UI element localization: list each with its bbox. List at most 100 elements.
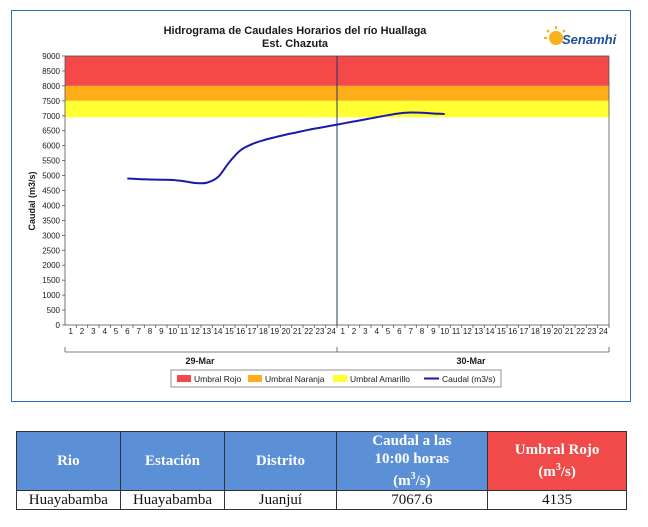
x-tick-label: 6 bbox=[397, 327, 402, 336]
header-rio: Rio bbox=[16, 431, 121, 491]
y-tick-label: 1000 bbox=[42, 291, 60, 300]
legend-item-caudal: Caudal (m3/s) bbox=[424, 374, 496, 384]
y-tick-label: 9000 bbox=[42, 52, 60, 61]
x-tick-label: 21 bbox=[293, 327, 302, 336]
x-tick-label: 7 bbox=[136, 327, 141, 336]
x-tick-label: 10 bbox=[168, 327, 177, 336]
cell-rio: Huayabamba bbox=[16, 490, 121, 510]
x-tick-label: 14 bbox=[486, 327, 495, 336]
x-tick-label: 15 bbox=[225, 327, 234, 336]
y-tick-label: 500 bbox=[47, 306, 61, 315]
y-tick-label: 2500 bbox=[42, 246, 60, 255]
x-tick-label: 13 bbox=[202, 327, 211, 336]
x-tick-label: 18 bbox=[531, 327, 540, 336]
x-tick-label: 7 bbox=[408, 327, 413, 336]
x-tick-label: 11 bbox=[180, 327, 189, 336]
x-tick-label: 2 bbox=[80, 327, 85, 336]
x-tick-label: 12 bbox=[463, 327, 472, 336]
cell-distrito: Juanjuí bbox=[224, 490, 337, 510]
caudal-line bbox=[127, 111, 445, 185]
x-tick-label: 22 bbox=[576, 327, 585, 336]
header-umbral-rojo: Umbral Rojo (m3/s) bbox=[487, 431, 627, 491]
date-label-day1: 29-Mar bbox=[185, 356, 215, 366]
hydrograph-chart: Hidrograma de Caudales Horarios del río … bbox=[27, 25, 617, 388]
x-tick-label: 1 bbox=[68, 327, 73, 336]
logo-text: Senamhi bbox=[562, 32, 617, 47]
svg-text:Umbral Rojo: Umbral Rojo bbox=[194, 374, 242, 384]
svg-text:Umbral Naranja: Umbral Naranja bbox=[265, 374, 325, 384]
cell-estacion: Huayabamba bbox=[119, 490, 226, 510]
x-tick-label: 20 bbox=[282, 327, 291, 336]
y-tick-label: 8500 bbox=[42, 67, 60, 76]
x-tick-label: 8 bbox=[420, 327, 425, 336]
y-tick-label: 2000 bbox=[42, 261, 60, 270]
legend-item-amarillo: Umbral Amarillo bbox=[333, 374, 410, 384]
x-tick-label: 23 bbox=[316, 327, 325, 336]
x-tick-label: 9 bbox=[159, 327, 164, 336]
y-tick-label: 6000 bbox=[42, 142, 60, 151]
x-tick-label: 24 bbox=[327, 327, 336, 336]
x-tick-label: 11 bbox=[452, 327, 461, 336]
x-tick-label: 18 bbox=[259, 327, 268, 336]
x-tick-label: 13 bbox=[474, 327, 483, 336]
table-header-row: Rio Estación Distrito Caudal a las 10:00… bbox=[16, 431, 627, 491]
y-axis-title: Caudal (m3/s) bbox=[27, 171, 37, 230]
x-tick-label: 8 bbox=[148, 327, 153, 336]
x-tick-label: 16 bbox=[236, 327, 245, 336]
x-tick-label: 3 bbox=[363, 327, 368, 336]
y-tick-label: 7500 bbox=[42, 97, 60, 106]
y-tick-label: 4000 bbox=[42, 201, 60, 210]
header-caudal: Caudal a las 10:00 horas (m3/s) bbox=[335, 431, 489, 491]
x-tick-label: 19 bbox=[542, 327, 551, 336]
sun-logo-icon bbox=[544, 26, 566, 45]
station-table: Rio Estación Distrito Caudal a las 10:00… bbox=[16, 431, 627, 510]
y-tick-label: 7000 bbox=[42, 112, 60, 121]
x-tick-label: 15 bbox=[497, 327, 506, 336]
y-tick-label: 4500 bbox=[42, 187, 60, 196]
chart-legend: Umbral Rojo Umbral Naranja Umbral Amaril… bbox=[170, 369, 502, 388]
x-tick-label: 3 bbox=[91, 327, 96, 336]
y-tick-label: 0 bbox=[56, 321, 61, 330]
x-tick-label: 23 bbox=[588, 327, 597, 336]
y-tick-label: 5500 bbox=[42, 157, 60, 166]
x-tick-label: 5 bbox=[386, 327, 391, 336]
cell-umbral: 4135 bbox=[487, 490, 627, 510]
x-tick-label: 12 bbox=[191, 327, 200, 336]
x-tick-label: 9 bbox=[431, 327, 436, 336]
svg-text:Caudal (m3/s): Caudal (m3/s) bbox=[442, 374, 496, 384]
legend-item-rojo: Umbral Rojo bbox=[177, 374, 242, 384]
x-tick-label: 10 bbox=[440, 327, 449, 336]
header-estacion: Estación bbox=[119, 431, 226, 491]
y-tick-label: 3000 bbox=[42, 231, 60, 240]
y-tick-label: 3500 bbox=[42, 216, 60, 225]
caudal-series bbox=[127, 111, 445, 185]
chart-title: Hidrograma de Caudales Horarios del río … bbox=[164, 25, 428, 37]
x-tick-label: 1 bbox=[340, 327, 345, 336]
x-tick-label: 17 bbox=[248, 327, 257, 336]
x-tick-label: 22 bbox=[304, 327, 313, 336]
chart-subtitle: Est. Chazuta bbox=[262, 38, 329, 50]
x-tick-label: 4 bbox=[374, 327, 379, 336]
x-tick-label: 24 bbox=[599, 327, 608, 336]
senamhi-logo: Senamhi bbox=[544, 26, 617, 47]
x-tick-label: 17 bbox=[520, 327, 529, 336]
x-tick-label: 21 bbox=[565, 327, 574, 336]
x-tick-label: 6 bbox=[125, 327, 130, 336]
y-axis: 0 500 1000 1500 2000 2500 3000 3500 4000 4500 5000… bbox=[42, 52, 65, 330]
cell-caudal: 7067.6 bbox=[335, 490, 489, 510]
x-tick-label: 16 bbox=[508, 327, 517, 336]
x-tick-label: 4 bbox=[102, 327, 107, 336]
legend-item-naranja: Umbral Naranja bbox=[248, 374, 325, 384]
y-tick-label: 5000 bbox=[42, 172, 60, 181]
header-distrito: Distrito bbox=[224, 431, 337, 491]
chart-frame: Hidrograma de Caudales Horarios del río … bbox=[11, 10, 631, 402]
y-tick-label: 8000 bbox=[42, 82, 60, 91]
table-row: Huayabamba Huayabamba Juanjuí 7067.6 413… bbox=[16, 490, 627, 510]
x-tick-label: 19 bbox=[270, 327, 279, 336]
x-axis: 1 2 3 4 5 6 7 8 9 10 11 12 13 14 15 16 17 18 19 20 21 22 23 24 1… bbox=[64, 325, 610, 353]
x-tick-label: 20 bbox=[554, 327, 563, 336]
date-label-day2: 30-Mar bbox=[456, 356, 486, 366]
y-tick-label: 1500 bbox=[42, 276, 60, 285]
y-tick-label: 6500 bbox=[42, 127, 60, 136]
x-tick-label: 2 bbox=[352, 327, 357, 336]
